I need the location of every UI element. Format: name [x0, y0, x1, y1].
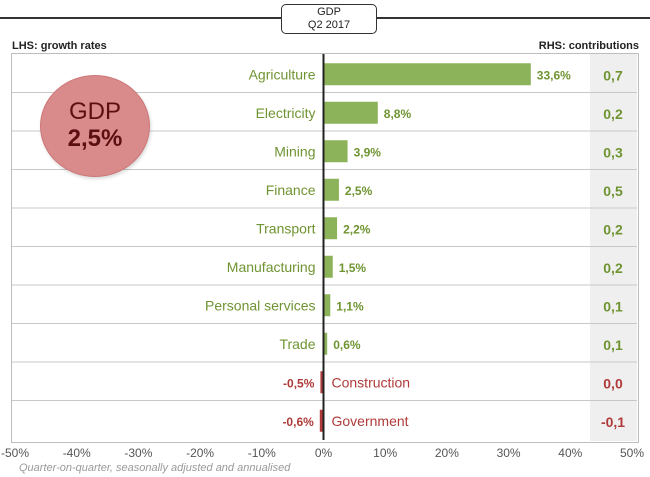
- contribution-value: -0,1: [601, 414, 625, 430]
- chart-title-box: GDP Q2 2017: [281, 4, 377, 34]
- chart-subtitle: Q2 2017: [307, 19, 351, 31]
- x-tick-label: -30%: [124, 446, 152, 460]
- bar-finance: [323, 178, 339, 201]
- contribution-value: 0,3: [603, 144, 623, 160]
- category-label: Mining: [274, 143, 315, 159]
- bar-construction: [320, 371, 324, 394]
- x-tick-label: 50%: [620, 446, 644, 460]
- data-label: 2,5%: [345, 184, 373, 198]
- bar-government: [319, 409, 324, 432]
- chart-title: GDP: [317, 6, 341, 18]
- data-label: 3,9%: [354, 145, 382, 159]
- category-label: Construction: [332, 374, 411, 390]
- data-label: -0,5%: [283, 376, 315, 390]
- footnote: Quarter-on-quarter, seasonally adjusted …: [19, 462, 291, 474]
- x-tick-label: 10%: [373, 446, 397, 460]
- category-label: Transport: [256, 220, 316, 236]
- gdp-badge-value: 2,5%: [67, 125, 123, 152]
- lhs-label: LHS: growth rates: [12, 40, 107, 52]
- category-label: Manufacturing: [227, 259, 316, 275]
- category-label: Trade: [279, 336, 315, 352]
- data-label: 1,5%: [339, 261, 367, 275]
- x-tick-label: -50%: [1, 446, 29, 460]
- data-label: -0,6%: [282, 415, 314, 429]
- x-tick-label: 40%: [558, 446, 582, 460]
- category-label: Agriculture: [249, 66, 316, 82]
- x-tick-label: 20%: [435, 446, 459, 460]
- bar-mining: [323, 140, 348, 163]
- bar-electricity: [323, 101, 378, 124]
- bar-transport: [323, 217, 338, 240]
- contribution-value: 0,2: [603, 221, 623, 237]
- gdp-badge: GDP 2,5%: [40, 75, 150, 177]
- contribution-value: 0,2: [603, 106, 623, 122]
- data-label: 1,1%: [336, 299, 364, 313]
- x-tick-label: -10%: [248, 446, 276, 460]
- contribution-value: 0,7: [603, 67, 623, 83]
- x-tick-label: -40%: [63, 446, 91, 460]
- data-label: 8,8%: [384, 107, 412, 121]
- x-tick-label: 30%: [497, 446, 521, 460]
- rhs-label: RHS: contributions: [538, 40, 639, 52]
- title-rule-left: [0, 17, 281, 19]
- bar-agriculture: [323, 63, 531, 86]
- category-label: Personal services: [205, 297, 316, 313]
- contribution-value: 0,1: [603, 298, 623, 314]
- contribution-value: 0,0: [603, 375, 623, 391]
- title-rule-right: [377, 17, 650, 19]
- bar-personal-services: [323, 294, 331, 317]
- category-label: Finance: [266, 182, 316, 198]
- bar-manufacturing: [323, 255, 333, 278]
- plot-frame: [11, 53, 639, 443]
- category-label: Government: [332, 413, 409, 429]
- data-label: 2,2%: [343, 222, 371, 236]
- contribution-value: 0,5: [603, 183, 623, 199]
- category-label: Electricity: [256, 105, 316, 121]
- x-tick-label: -20%: [186, 446, 214, 460]
- data-label: 0,6%: [333, 338, 361, 352]
- bar-trade: [323, 332, 328, 355]
- gdp-badge-label: GDP: [68, 98, 121, 125]
- contribution-value: 0,2: [603, 260, 623, 276]
- contribution-value: 0,1: [603, 337, 623, 353]
- contributions-panel: [590, 54, 637, 441]
- x-tick-label: 0%: [315, 446, 333, 460]
- data-label: 33,6%: [537, 68, 571, 82]
